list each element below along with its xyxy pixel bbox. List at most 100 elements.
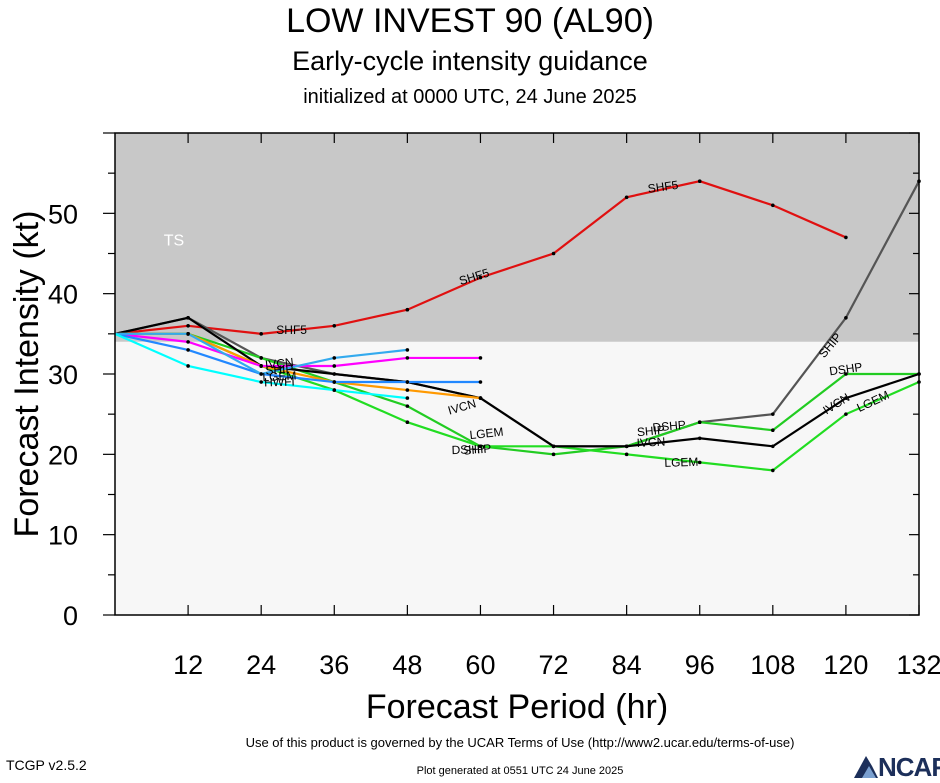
intensity-band-ts: [115, 133, 919, 342]
data-point: [405, 404, 410, 408]
data-point: [186, 315, 190, 320]
data-point: [332, 356, 337, 360]
series-label: SHF5: [647, 178, 680, 196]
x-tick-label: 132: [896, 650, 940, 680]
intensity-band-below-ts: [115, 341, 919, 615]
x-tick-label: 96: [685, 650, 715, 680]
data-point: [186, 332, 190, 336]
x-tick-label: 24: [246, 650, 276, 680]
data-point: [186, 348, 190, 352]
data-point: [771, 412, 775, 416]
series-label: IVCN: [636, 435, 665, 450]
series-label: IVCN: [264, 355, 294, 372]
x-tick-label: 48: [392, 650, 422, 680]
series-label: LGEM: [469, 425, 504, 442]
data-point: [551, 444, 556, 449]
data-point: [697, 179, 702, 183]
data-point: [332, 372, 337, 376]
data-point: [478, 275, 483, 280]
series-line-ivcn: [114, 316, 920, 448]
data-point: [405, 356, 410, 360]
y-tick-label: 40: [48, 280, 78, 310]
plot-frame: [114, 132, 920, 616]
data-point: [259, 364, 263, 368]
series-line-dshp: [115, 332, 919, 456]
y-axis-label: Forecast Intensity (kt): [8, 211, 46, 538]
data-point: [697, 460, 702, 465]
chart-subtitle: Early-cycle intensity guidance: [292, 46, 648, 76]
y-tick-label: 50: [48, 199, 78, 229]
series-label: SHF5: [276, 323, 307, 337]
data-point: [697, 436, 702, 441]
chart-title: LOW INVEST 90 (AL90): [286, 2, 654, 40]
initialization-time: initialized at 0000 UTC, 24 June 2025: [303, 86, 637, 108]
data-point: [551, 251, 556, 256]
intensity-chart: 12 24 36 48 60 72 84 96 108 120 132 0 10 20 30 40 50 SHF…: [8, 132, 940, 726]
data-point: [478, 380, 483, 384]
x-tick-label: 36: [319, 650, 349, 680]
data-point: [186, 340, 190, 344]
data-point: [624, 452, 629, 457]
data-point: [259, 372, 263, 376]
data-point: [332, 380, 337, 384]
series-label: SHIP: [463, 441, 492, 457]
x-tick-label: 120: [823, 650, 868, 680]
data-point: [551, 452, 556, 457]
data-point: [624, 444, 629, 449]
data-point: [771, 203, 775, 208]
series-label: DSHP: [652, 418, 686, 435]
series-label: SHIP: [636, 423, 665, 439]
band-label-ts: TS: [164, 233, 184, 250]
data-point: [405, 380, 410, 384]
data-point: [844, 235, 848, 240]
data-point: [186, 324, 190, 328]
data-point: [332, 324, 337, 328]
series-label: DSHP: [451, 442, 485, 457]
data-point: [405, 307, 410, 312]
data-point: [478, 356, 483, 360]
data-point: [844, 372, 848, 376]
x-axis-label: Forecast Period (hr): [366, 688, 668, 726]
data-point: [186, 364, 190, 368]
data-point: [844, 412, 848, 416]
data-point: [332, 388, 337, 392]
data-point: [771, 428, 775, 433]
data-point: [259, 332, 263, 336]
y-tick-label: 0: [63, 601, 78, 631]
series-label: LGEM: [262, 369, 297, 385]
generated-timestamp: Plot generated at 0551 UTC 24 June 2025: [416, 765, 624, 777]
data-point: [844, 396, 848, 400]
data-point: [259, 356, 263, 360]
y-tick-label: 20: [48, 440, 78, 470]
data-point: [844, 315, 848, 320]
x-tick-label: 84: [612, 650, 642, 680]
x-tick-label: 12: [173, 650, 203, 680]
data-point: [405, 388, 410, 392]
data-point: [478, 396, 483, 400]
series-line-model-7: [114, 332, 481, 384]
data-point: [624, 195, 629, 200]
data-point: [405, 396, 410, 400]
series-label: SHIP: [265, 362, 294, 377]
data-point: [332, 364, 337, 368]
data-point: [697, 420, 702, 425]
terms-of-use-notice: Use of this product is governed by the U…: [245, 735, 795, 750]
x-tick-label: 108: [750, 650, 795, 680]
data-point: [259, 380, 263, 384]
data-point: [771, 468, 775, 473]
version-label: TCGP v2.5.2: [6, 757, 87, 773]
series-label: DSHP: [828, 360, 863, 379]
y-tick-label: 30: [48, 360, 78, 390]
series-label: HWFI: [264, 374, 295, 389]
ncar-logo-mark: [854, 756, 878, 778]
y-tick-label: 10: [48, 521, 78, 551]
ncar-logo: NCAR: [852, 752, 940, 782]
data-point: [771, 444, 775, 449]
x-tick-label: 60: [465, 650, 495, 680]
ncar-logo-text: NCAR: [878, 752, 940, 782]
series-label: LGEM: [664, 455, 698, 470]
data-point: [405, 348, 410, 352]
x-tick-label: 72: [539, 650, 569, 680]
data-point: [478, 444, 483, 449]
data-point: [405, 420, 410, 425]
